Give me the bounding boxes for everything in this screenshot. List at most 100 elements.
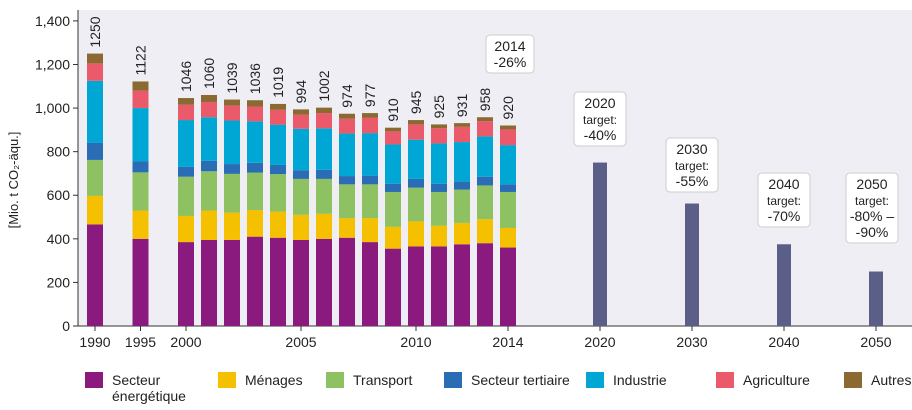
bar-segment: [431, 183, 447, 192]
bar-segment: [270, 109, 286, 125]
annotation-box: [573, 91, 627, 147]
total-label: 910: [385, 98, 401, 122]
bar-segment: [247, 162, 263, 173]
chart: [Mio. t CO₂-äqu.] 0 200 400 600 800 1,000 1,20…: [6, 10, 912, 350]
legend-item: Secteur énergétique: [85, 372, 195, 404]
bar-segment: [132, 108, 149, 162]
bar-segment: [270, 174, 286, 212]
legend-label: Agriculture: [743, 372, 810, 388]
bar-segment: [408, 246, 424, 326]
bar-segment: [316, 178, 332, 214]
annotation-text: 2040: [768, 176, 799, 192]
x-tick-label: 2050: [860, 334, 891, 350]
bar-segment: [270, 124, 286, 165]
bar-segment: [178, 176, 194, 216]
bar-segment: [316, 213, 332, 239]
bar-segment: [247, 172, 263, 211]
bar-segment: [408, 221, 424, 247]
legend-swatch: [218, 372, 236, 388]
bar-segment: [178, 104, 194, 121]
total-label: 925: [431, 95, 447, 119]
bar-segment: [293, 178, 309, 215]
annotation-text: -80% –: [850, 208, 895, 224]
bar-segment: [362, 242, 378, 326]
x-tick-label: 2020: [584, 334, 615, 350]
bar-segment: [339, 237, 355, 326]
bar-segment: [293, 214, 309, 240]
target-bar: [777, 244, 791, 326]
bar-segment: [477, 136, 493, 177]
bar-segment: [477, 243, 493, 326]
y-tick-label: 1,200: [35, 56, 70, 72]
bar-segment: [385, 127, 401, 132]
legend-item: Industrie: [586, 372, 706, 388]
y-tick-label: 0: [62, 318, 70, 334]
bar-segment: [500, 184, 516, 192]
total-label: 977: [362, 84, 378, 108]
bar-segment: [201, 94, 217, 102]
bar-segment: [454, 244, 470, 326]
bar-segment: [87, 63, 103, 81]
y-tick-label: 600: [47, 187, 71, 203]
annotation-text: 2020: [584, 95, 615, 111]
legend-item: Transport: [326, 372, 436, 388]
bar-segment: [178, 242, 194, 326]
bar-segment: [362, 133, 378, 176]
y-tick-label: 200: [47, 274, 71, 290]
bar-segment: [431, 143, 447, 184]
bar-segment: [431, 191, 447, 226]
bar-segment: [431, 225, 447, 247]
y-tick-label: 1,400: [35, 13, 70, 29]
bar-segment: [339, 184, 355, 219]
bar-segment: [408, 120, 424, 125]
legend-label: Transport: [353, 372, 413, 388]
annotation-text: 2030: [676, 141, 707, 157]
legend-label: Autres: [871, 372, 912, 388]
bar-segment: [224, 212, 240, 240]
x-tick-label: 2005: [285, 334, 316, 350]
bar-segment: [201, 101, 217, 118]
bar-segment: [132, 161, 149, 173]
total-label: 994: [293, 80, 309, 104]
bar-segment: [500, 129, 516, 146]
annotation-box: [845, 172, 899, 244]
legend-swatch: [326, 372, 344, 388]
bar-segment: [224, 99, 240, 106]
bar-segment: [178, 166, 194, 177]
bar-segment: [454, 142, 470, 182]
target-bar: [685, 203, 699, 326]
bar-segment: [293, 170, 309, 179]
bar-segment: [87, 142, 103, 160]
bar-segment: [500, 125, 516, 130]
x-tick-label: 2000: [170, 334, 201, 350]
bar-segment: [178, 120, 194, 167]
annotation-text: target:: [583, 113, 617, 127]
annotation-text: 2014: [494, 38, 525, 54]
bar-segment: [201, 117, 217, 161]
legend-swatch: [444, 372, 462, 388]
bar-segment: [431, 246, 447, 326]
bar-segment: [178, 98, 194, 105]
bar-segment: [385, 144, 401, 184]
legend-item: Autres: [844, 372, 912, 388]
annotation-text: target:: [675, 159, 709, 173]
bar-segment: [293, 114, 309, 129]
bar-segment: [408, 124, 424, 140]
bar-segment: [87, 195, 103, 225]
annotation-text: -26%: [494, 54, 527, 70]
total-label: 1046: [178, 61, 194, 92]
annotation-text: 2050: [856, 176, 887, 192]
bar-segment: [316, 169, 332, 179]
legend-swatch: [716, 372, 734, 388]
bar-segment: [477, 117, 493, 122]
y-tick-label: 800: [47, 144, 71, 160]
total-label: 945: [408, 90, 424, 114]
y-tick-label: 400: [47, 231, 71, 247]
total-label: 1122: [133, 45, 149, 75]
bar-segment: [87, 224, 103, 326]
x-tick-label: 2014: [492, 334, 523, 350]
bar-segment: [362, 175, 378, 185]
bar-segment: [339, 176, 355, 185]
bar-segment: [454, 126, 470, 143]
